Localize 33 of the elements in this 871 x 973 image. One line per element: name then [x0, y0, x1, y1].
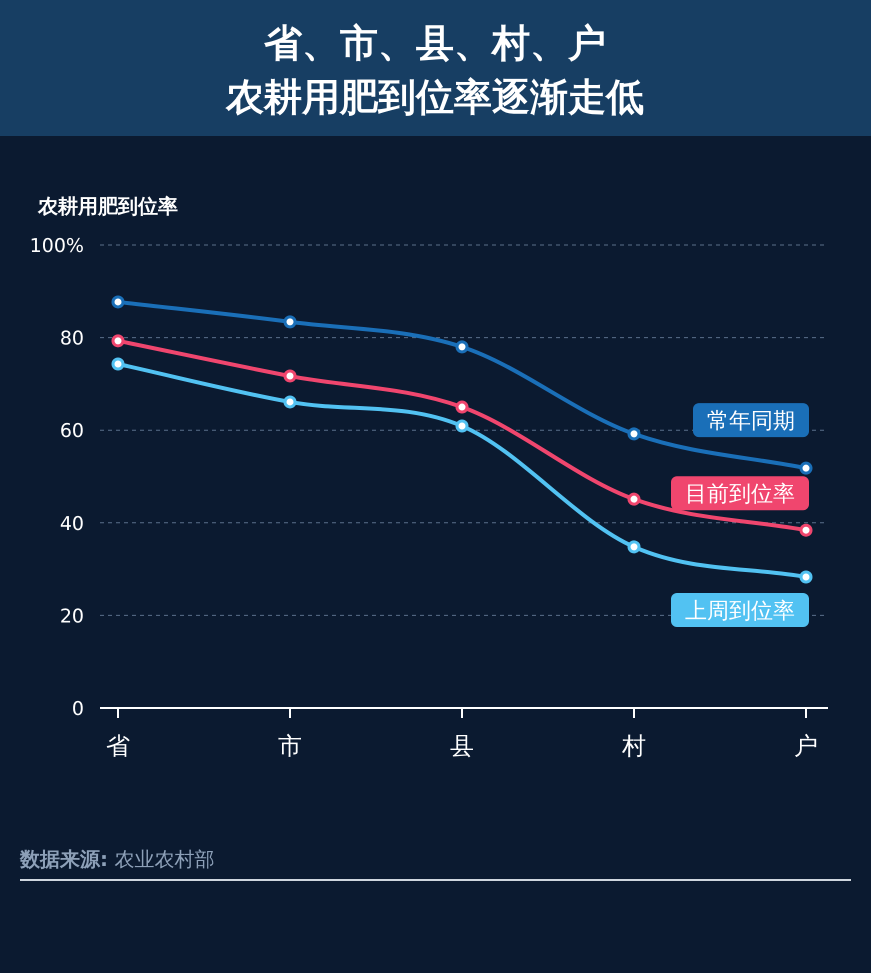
point — [112, 334, 124, 348]
point — [284, 370, 296, 383]
y-tick-label: 60 — [60, 420, 84, 442]
point — [284, 315, 296, 328]
point — [456, 400, 468, 414]
x-tick-label: 村 — [621, 732, 646, 760]
point — [800, 524, 812, 537]
y-axis-title: 农耕用肥到位率 — [37, 194, 178, 218]
x-tick-label: 县 — [450, 732, 474, 760]
text: 数据来源: 农业农村部 — [19, 847, 214, 871]
point — [112, 357, 124, 370]
chart-title: 省、市、县、村、户 — [263, 21, 606, 65]
point — [628, 427, 640, 440]
x-tick-label: 户 — [794, 732, 818, 760]
point — [628, 540, 640, 554]
point — [456, 420, 468, 433]
x-tick-label: 省 — [106, 732, 130, 760]
y-tick-label: 80 — [60, 328, 84, 350]
point — [112, 295, 124, 308]
chart-subtitle: 农耕用肥到位率逐渐走低 — [225, 75, 644, 119]
y-tick-label: 40 — [60, 512, 84, 535]
series-label: 目前到位率 — [685, 482, 795, 508]
point — [800, 462, 812, 475]
point — [800, 570, 812, 584]
point — [284, 395, 296, 408]
y-tick-label: 0 — [72, 698, 84, 720]
x-tick-label: 市 — [278, 732, 302, 760]
y-tick-label: 100% — [30, 235, 84, 257]
point — [628, 492, 640, 506]
y-tick-label: 20 — [60, 605, 84, 628]
series-label: 常年同期 — [707, 409, 795, 434]
series-label: 上周到位率 — [685, 598, 795, 624]
point — [456, 340, 468, 354]
